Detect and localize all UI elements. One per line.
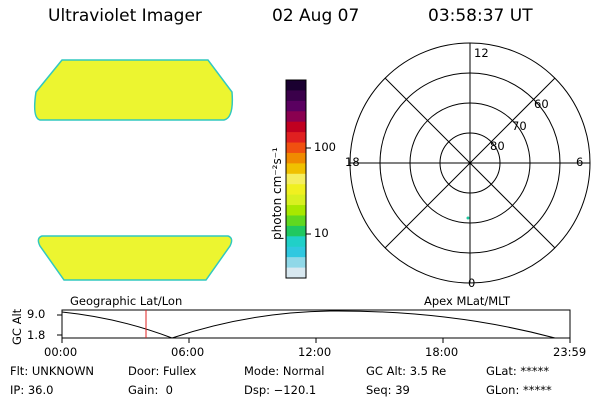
mlt-label-0: 0 <box>468 276 476 290</box>
polar-plot <box>349 42 591 284</box>
colorbar-band <box>286 111 306 123</box>
colorbar-band <box>286 100 306 112</box>
image-top-half <box>33 59 234 121</box>
timeline-xtick-label-2: 12:00 <box>298 345 332 359</box>
colorbar-band <box>286 246 306 258</box>
info-glat: GLat: ***** <box>486 364 550 378</box>
colorbar-band <box>286 257 306 269</box>
timeline-xticks <box>61 338 571 343</box>
colorbar-band <box>286 80 306 92</box>
info-door: Door: Fullex <box>128 364 197 378</box>
polar-diagonal-2 <box>384 77 556 249</box>
colorbar-band <box>286 194 306 206</box>
app-title: Ultraviolet Imager <box>48 6 202 26</box>
timeline-ylabel: GC Alt <box>10 308 24 345</box>
mlt-label-6: 6 <box>576 155 584 169</box>
timeline-right-title: Apex MLat/MLT <box>424 294 511 308</box>
mlt-label-18: 18 <box>345 155 360 169</box>
colorbar-frame <box>285 79 307 279</box>
info-dsp: Dsp: −120.1 <box>244 383 317 397</box>
mlat-label-80: 80 <box>490 139 505 153</box>
polar-dot <box>466 216 470 220</box>
info-mode: Mode: Normal <box>244 364 325 378</box>
colorbar-band <box>286 236 306 248</box>
info-glon: GLon: ***** <box>486 383 552 397</box>
mlat-label-60: 60 <box>534 97 549 111</box>
info-gain: Gain: 0 <box>128 383 173 397</box>
colorbar <box>286 80 306 279</box>
colorbar-band <box>286 132 306 144</box>
timeline-xtick-label-3: 18:00 <box>425 345 459 359</box>
time-label: 03:58:37 UT <box>428 6 533 26</box>
mlt-label-12: 12 <box>474 46 489 60</box>
colorbar-band <box>286 184 306 196</box>
colorbar-tick-label-10: 10 <box>314 226 329 240</box>
colorbar-band <box>286 267 306 279</box>
timeline-xtick-label-1: 06:00 <box>171 345 205 359</box>
timeline-left-title: Geographic Lat/Lon <box>70 294 183 308</box>
timeline-xtick-label-0: 00:00 <box>44 345 78 359</box>
colorbar-band <box>286 152 306 164</box>
image-bottom-half <box>37 235 233 281</box>
timeline-ytick-label-bottom: 1.8 <box>27 328 46 342</box>
info-gc-alt: GC Alt: 3.5 Re <box>366 364 447 378</box>
timeline-xtick-label-4: 23:59 <box>553 345 587 359</box>
colorbar-band <box>286 225 306 237</box>
colorbar-band <box>286 121 306 133</box>
colorbar-band <box>286 163 306 175</box>
timeline-ytick-label-top: 9.0 <box>27 307 46 321</box>
info-flight: Flt: UNKNOWN <box>10 364 95 378</box>
mlat-label-70: 70 <box>512 119 527 133</box>
info-seq: Seq: 39 <box>366 383 410 397</box>
info-ip: IP: 36.0 <box>10 383 54 397</box>
colorbar-label: photon cm⁻²s⁻¹ <box>270 147 284 240</box>
altitude-curve <box>61 310 556 339</box>
colorbar-band <box>286 142 306 154</box>
date-label: 02 Aug 07 <box>272 6 360 26</box>
colorbar-tick-label-100: 100 <box>314 140 336 154</box>
colorbar-band <box>286 90 306 102</box>
colorbar-band <box>286 173 306 185</box>
colorbar-band <box>286 215 306 227</box>
colorbar-band <box>286 205 306 217</box>
